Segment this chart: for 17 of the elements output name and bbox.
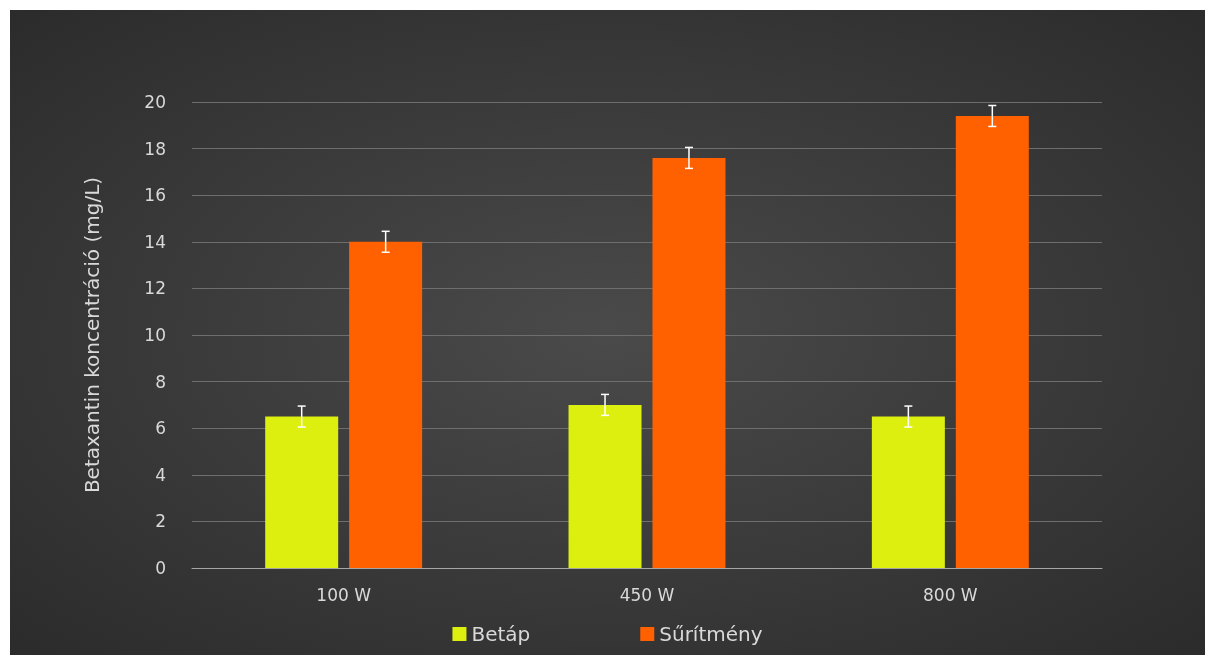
y-tick-label: 12 [144, 278, 166, 299]
y-tick-label: 18 [144, 138, 166, 159]
x-tick-label: 450 W [619, 584, 675, 605]
legend-label: Sűrítmény [659, 622, 763, 646]
y-tick-label: 2 [155, 511, 166, 532]
y-axis-title: Betaxantin koncentráció (mg/L) [80, 176, 104, 494]
y-tick-label: 14 [144, 231, 166, 252]
y-tick-label: 4 [155, 464, 166, 485]
y-tick-label: 10 [144, 325, 166, 345]
y-tick-label: 8 [155, 371, 166, 392]
legend-label: Betáp [471, 622, 531, 646]
x-tick-label: 100 W [316, 584, 372, 605]
y-tick-label: 6 [155, 418, 166, 439]
x-tick-label: 800 W [923, 584, 978, 605]
y-tick-label: 0 [155, 558, 166, 578]
y-tick-label: 20 [144, 92, 166, 112]
y-tick-label: 16 [144, 185, 166, 206]
